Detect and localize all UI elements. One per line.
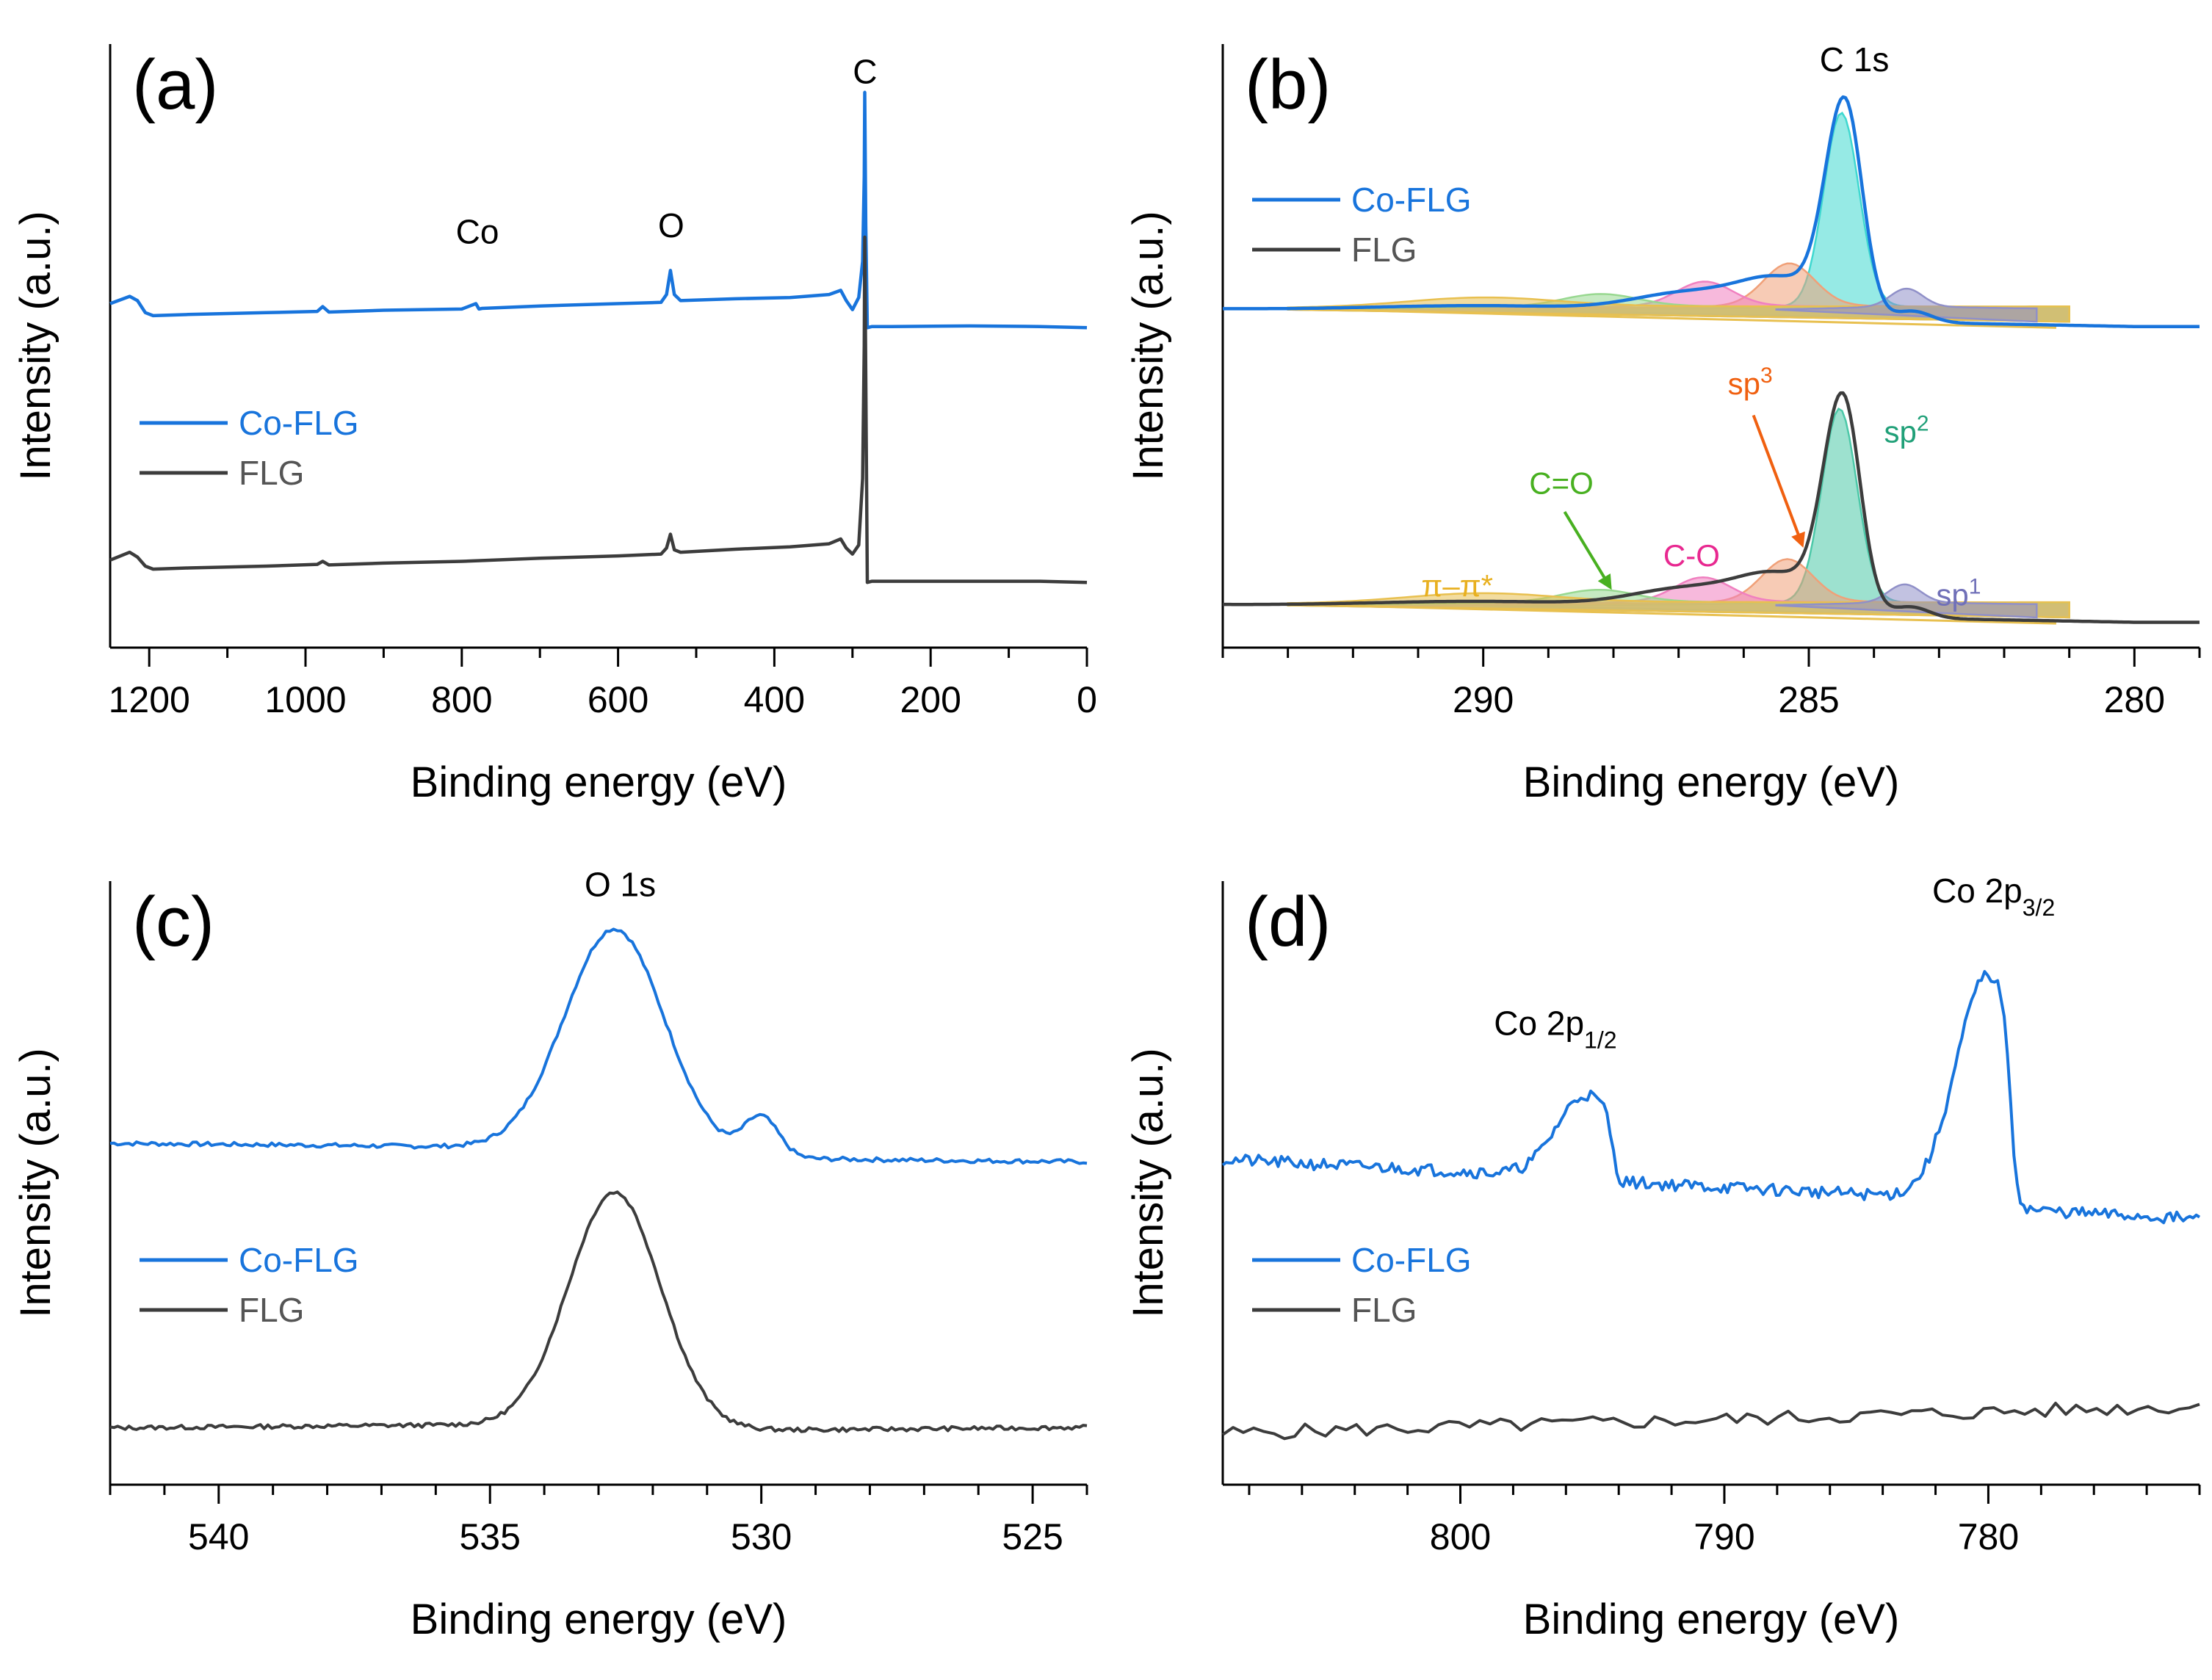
x-axis-title: Binding energy (eV) [1523,758,1900,806]
series-co-flg-line [109,90,1088,330]
y-axis-title: Intensity (a.u.) [12,1048,59,1317]
peak-annotation: Co 2p3/2 [1932,872,2055,921]
x-tick-label: 1200 [109,679,190,720]
panel-label: (b) [1245,46,1331,124]
x-axis-title: Binding energy (eV) [411,1596,787,1643]
peak-annotation-sub: 1/2 [1584,1027,1616,1054]
x-tick-label: 780 [1958,1516,2019,1557]
y-axis-title: Intensity (a.u.) [12,211,59,480]
x-tick-label: 540 [188,1516,249,1557]
x-tick-label: 535 [460,1516,521,1557]
component-label-text: C=O [1529,466,1594,500]
component-label-sup: 2 [1917,411,1929,435]
peak-annotation: Co [456,212,499,250]
series-flg-line [109,235,1088,584]
series-flg-line [109,1190,1088,1433]
panel-d: 800 790 780 Binding energy (eV) Intensity (a… [1124,872,2201,1643]
x-tick-label: 200 [900,679,961,720]
x-axis-title: Binding energy (eV) [411,758,787,806]
x-tick-label: 530 [731,1516,792,1557]
legend-label: Co-FLG [239,404,359,442]
panel-label: (a) [132,46,218,124]
y-axis-title: Intensity (a.u.) [1124,1048,1172,1317]
fit-baseline [1326,604,2056,625]
component-label: sp1 [1936,574,1981,612]
legend-entry: Co-FLG [140,404,359,442]
legend-entry: FLG [140,1291,304,1329]
legend-label: Co-FLG [1351,181,1472,219]
x-tick-label: 800 [431,679,492,720]
panel-b: 290 285 280 Binding energy (eV) Intensity (a… [1124,40,2201,806]
peak-annotation: O [658,206,684,245]
component-label-text: sp [1884,415,1916,449]
component-label: sp2 [1884,411,1929,449]
peak-annotation: C 1s [1820,40,1890,79]
component-label-text: sp [1728,366,1760,401]
legend-entry: FLG [140,454,304,492]
x-tick-label: 800 [1430,1516,1491,1557]
panel-a: 1200 1000 800 600 400 200 0 Binding energy (eV)… [12,44,1097,806]
legend-label: Co-FLG [239,1241,359,1279]
x-tick-label: 790 [1694,1516,1754,1557]
legend-label: Co-FLG [1351,1241,1472,1279]
envelope-line [1223,391,2200,624]
envelope-line [1223,95,2200,328]
series-flg-line [1221,1402,2200,1441]
peak-annotation-text: Co 2p [1494,1004,1584,1043]
component-label: C=O [1529,466,1594,500]
panel-c: 540 535 530 525 Binding energy (eV) Intensity… [12,866,1088,1643]
x-tick-label: 280 [2104,679,2165,720]
legend-entry: Co-FLG [1252,1241,1472,1279]
spectrum-flg [1223,391,2200,625]
panel-label: (c) [132,883,214,961]
peak-annotation: Co 2p1/2 [1494,1004,1616,1054]
x-tick-label: 525 [1002,1516,1063,1557]
peak-annotation-text: Co 2p [1932,872,2023,910]
y-axis-title: Intensity (a.u.) [1124,211,1172,480]
component-fill-5 [1775,583,2038,619]
series-co-flg-line [1221,970,2201,1225]
panel-label: (d) [1245,883,1331,961]
peak-annotation-sub: 3/2 [2023,894,2055,921]
c-eq-o-arrow [1563,511,1612,590]
legend-entry: FLG [1252,231,1417,269]
legend-entry: Co-FLG [140,1241,359,1279]
component-label-text: sp [1936,577,1968,612]
legend-label: FLG [239,1291,304,1329]
x-tick-label: 290 [1453,679,1514,720]
spectrum-co_flg [1223,95,2200,329]
x-tick-label: 1000 [264,679,346,720]
x-tick-label: 0 [1077,679,1097,720]
component-label: C-O [1663,538,1720,573]
legend-entry: Co-FLG [1252,181,1472,219]
legend-label: FLG [1351,1291,1417,1329]
component-label-text: C-O [1663,538,1720,573]
sp3-arrow [1752,414,1805,548]
component-label-text: π–π* [1421,568,1493,603]
legend-label: FLG [1351,231,1417,269]
component-label-sup: 3 [1760,363,1773,387]
component-label: π–π* [1421,568,1493,603]
peak-annotation: C [853,52,877,90]
x-tick-label: 400 [744,679,805,720]
fit-baseline [1326,308,2056,329]
component-fill-5 [1775,287,2038,323]
x-tick-label: 600 [588,679,648,720]
component-label-sup: 1 [1969,574,1981,598]
legend-entry: FLG [1252,1291,1417,1329]
legend-label: FLG [239,454,304,492]
x-axis-title: Binding energy (eV) [1523,1596,1900,1643]
series-co-flg-line [109,927,1088,1165]
peak-annotation: O 1s [585,866,656,904]
component-label: sp3 [1728,363,1773,401]
x-tick-label: 285 [1778,679,1839,720]
